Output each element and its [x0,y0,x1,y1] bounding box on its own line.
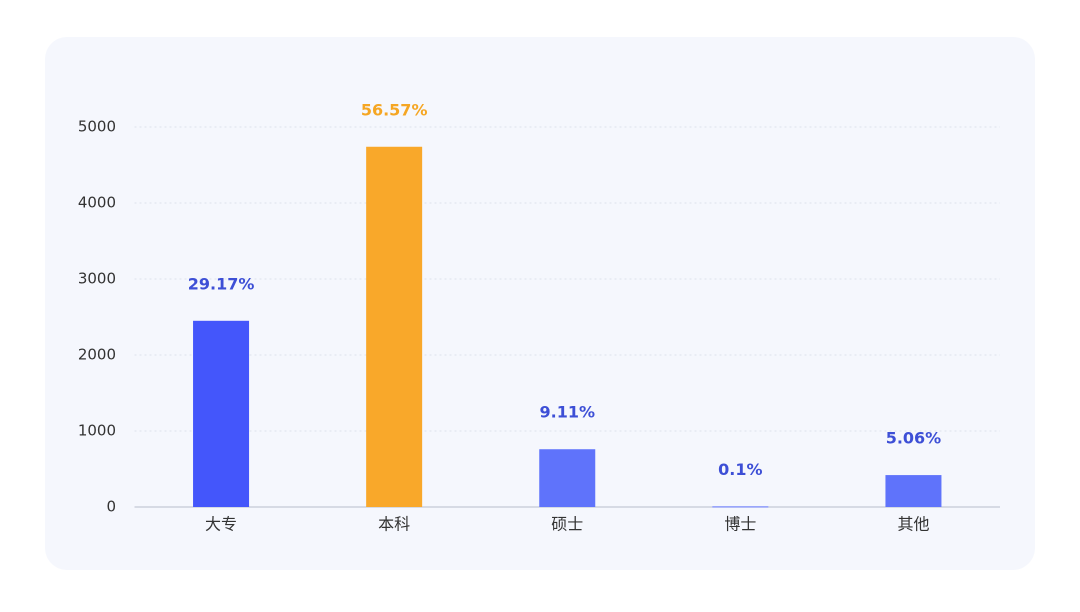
y-tick-label: 0 [106,498,116,516]
x-tick-label: 大专 [205,515,237,534]
bar [366,146,423,507]
bar [712,506,769,508]
value-label: 9.11% [539,403,595,422]
value-label: 56.57% [361,100,428,119]
x-tick-label: 其他 [897,515,929,534]
y-tick-label: 2000 [78,346,116,364]
y-tick-label: 1000 [78,422,116,440]
value-label: 29.17% [188,274,255,293]
bar [885,475,942,507]
value-label: 5.06% [886,429,942,448]
x-tick-label: 博士 [724,515,756,534]
card [45,37,1035,570]
x-tick-label: 硕士 [551,515,583,534]
y-tick-label: 4000 [78,194,116,212]
bar [539,449,596,507]
bar [193,320,250,507]
y-tick-label: 3000 [78,270,116,288]
y-tick-label: 5000 [78,118,116,136]
x-tick-label: 本科 [378,515,410,534]
value-label: 0.1% [718,460,762,479]
